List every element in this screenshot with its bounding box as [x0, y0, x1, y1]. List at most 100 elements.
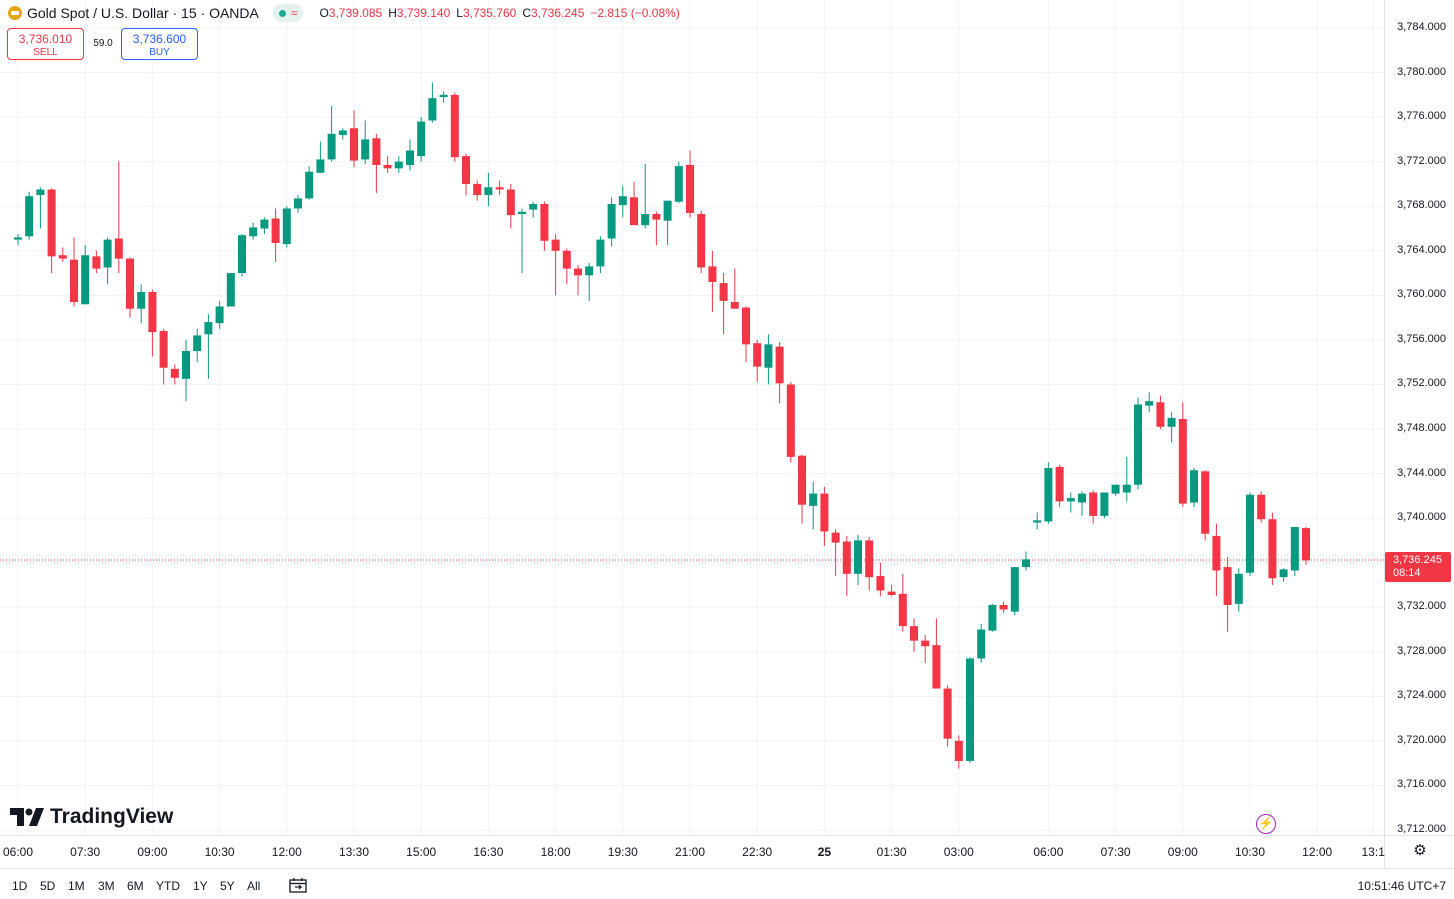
candle-body — [462, 156, 470, 184]
candle-body — [1123, 485, 1131, 493]
candle-body — [1168, 418, 1176, 427]
open-label: O — [319, 6, 328, 20]
candle-body — [1033, 520, 1041, 522]
market-status-pill[interactable]: ≈ — [273, 4, 304, 22]
candle-body — [742, 308, 750, 345]
gold-coin-icon — [8, 6, 22, 20]
candle-body — [395, 162, 403, 169]
candle-body — [966, 658, 974, 760]
candle-body — [507, 190, 515, 216]
price-tick-label: 3,768.000 — [1397, 199, 1446, 211]
candle-body — [137, 292, 145, 309]
candle-body — [809, 494, 817, 506]
range-button-5y[interactable]: 5Y — [220, 879, 235, 893]
time-tick-label: 13:30 — [339, 845, 369, 859]
spread-value: 59.0 — [86, 38, 120, 49]
price-tick-label: 3,764.000 — [1397, 244, 1446, 256]
clock-timezone[interactable]: 10:51:46 UTC+7 — [1358, 879, 1446, 893]
candle-body — [406, 151, 414, 165]
candle-body — [540, 204, 548, 241]
candle-body — [664, 201, 672, 221]
range-button-1m[interactable]: 1M — [68, 879, 85, 893]
time-tick-label: 16:30 — [473, 845, 503, 859]
candle-body — [1000, 605, 1008, 609]
candle-body — [1280, 569, 1288, 577]
candle-body — [899, 594, 907, 626]
candle-body — [473, 184, 481, 195]
candle-body — [776, 347, 784, 384]
candle-body — [764, 344, 772, 367]
candle-body — [25, 196, 33, 236]
candle-body — [92, 256, 100, 268]
candle-body — [955, 741, 963, 761]
candle-body — [529, 204, 537, 210]
tradingview-logo[interactable]: TradingView — [10, 805, 173, 829]
candle-body — [1224, 567, 1232, 605]
candle-body — [160, 331, 168, 368]
candle-body — [148, 292, 156, 332]
candle-body — [294, 198, 302, 208]
time-tick-label: 15:00 — [406, 845, 436, 859]
last-price-tag: 3,736.245 08:14 — [1385, 552, 1451, 582]
price-tick-label: 3,728.000 — [1397, 645, 1446, 657]
range-button-all[interactable]: All — [247, 879, 260, 893]
symbol-title[interactable]: Gold Spot / U.S. Dollar · 15 · OANDA — [27, 5, 259, 21]
candlestick-chart[interactable] — [0, 0, 1454, 868]
calendar-goto-icon[interactable] — [289, 877, 307, 893]
candle-body — [888, 592, 896, 595]
candle-body — [921, 641, 929, 647]
time-tick-label: 09:00 — [1168, 845, 1198, 859]
candle-body — [843, 542, 851, 574]
wave-icon: ≈ — [291, 6, 298, 20]
candle-body — [115, 239, 123, 259]
time-tick-label: 18:00 — [541, 845, 571, 859]
candle-body — [59, 255, 67, 258]
candle-body — [1291, 527, 1299, 570]
price-tick-label: 3,748.000 — [1397, 422, 1446, 434]
price-tick-label: 3,744.000 — [1397, 467, 1446, 479]
time-tick-label: 10:30 — [1235, 845, 1265, 859]
candle-body — [1179, 419, 1187, 504]
price-tick-label: 3,780.000 — [1397, 66, 1446, 78]
gear-icon[interactable]: ⚙ — [1412, 843, 1428, 859]
candle-body — [328, 134, 336, 160]
price-tick-label: 3,756.000 — [1397, 333, 1446, 345]
time-tick-label: 07:30 — [1101, 845, 1131, 859]
buy-price: 3,736.600 — [122, 32, 197, 46]
price-tick-label: 3,732.000 — [1397, 600, 1446, 612]
candle-body — [720, 283, 728, 301]
candle-body — [440, 95, 448, 97]
candle-body — [1089, 492, 1097, 515]
candle-body — [1056, 467, 1064, 502]
candle-body — [1100, 492, 1108, 515]
candle-body — [1156, 402, 1164, 427]
candle-body — [238, 235, 246, 273]
range-button-5d[interactable]: 5D — [40, 879, 55, 893]
low-value: 3,735.760 — [463, 6, 516, 20]
time-tick-label: 01:30 — [877, 845, 907, 859]
candle-body — [832, 533, 840, 543]
bottom-toolbar: 1D 5D 1M 3M 6M YTD 1Y 5Y All 10:51:46 UTC+7 — [0, 868, 1454, 899]
range-button-1d[interactable]: 1D — [12, 879, 27, 893]
sell-button[interactable]: 3,736.010 SELL — [7, 28, 84, 60]
range-button-6m[interactable]: 6M — [127, 879, 144, 893]
candle-body — [227, 273, 235, 306]
candle-body — [1112, 485, 1120, 494]
range-button-3m[interactable]: 3M — [98, 879, 115, 893]
price-tick-label: 3,712.000 — [1397, 823, 1446, 835]
price-tick-label: 3,752.000 — [1397, 377, 1446, 389]
candle-body — [652, 214, 660, 220]
symbol-legend: Gold Spot / U.S. Dollar · 15 · OANDA ≈ O… — [8, 4, 680, 22]
open-value: 3,739.085 — [329, 6, 382, 20]
high-value: 3,739.140 — [397, 6, 450, 20]
candle-body — [697, 214, 705, 267]
time-tick-label: 25 — [818, 845, 831, 859]
range-button-1y[interactable]: 1Y — [193, 879, 208, 893]
lightning-icon[interactable]: ⚡ — [1256, 814, 1276, 834]
tradingview-logo-icon — [10, 808, 44, 826]
candle-body — [1190, 470, 1198, 502]
range-button-ytd[interactable]: YTD — [156, 879, 180, 893]
buy-button[interactable]: 3,736.600 BUY — [121, 28, 198, 60]
candle-body — [70, 260, 78, 302]
candle-body — [36, 190, 44, 196]
